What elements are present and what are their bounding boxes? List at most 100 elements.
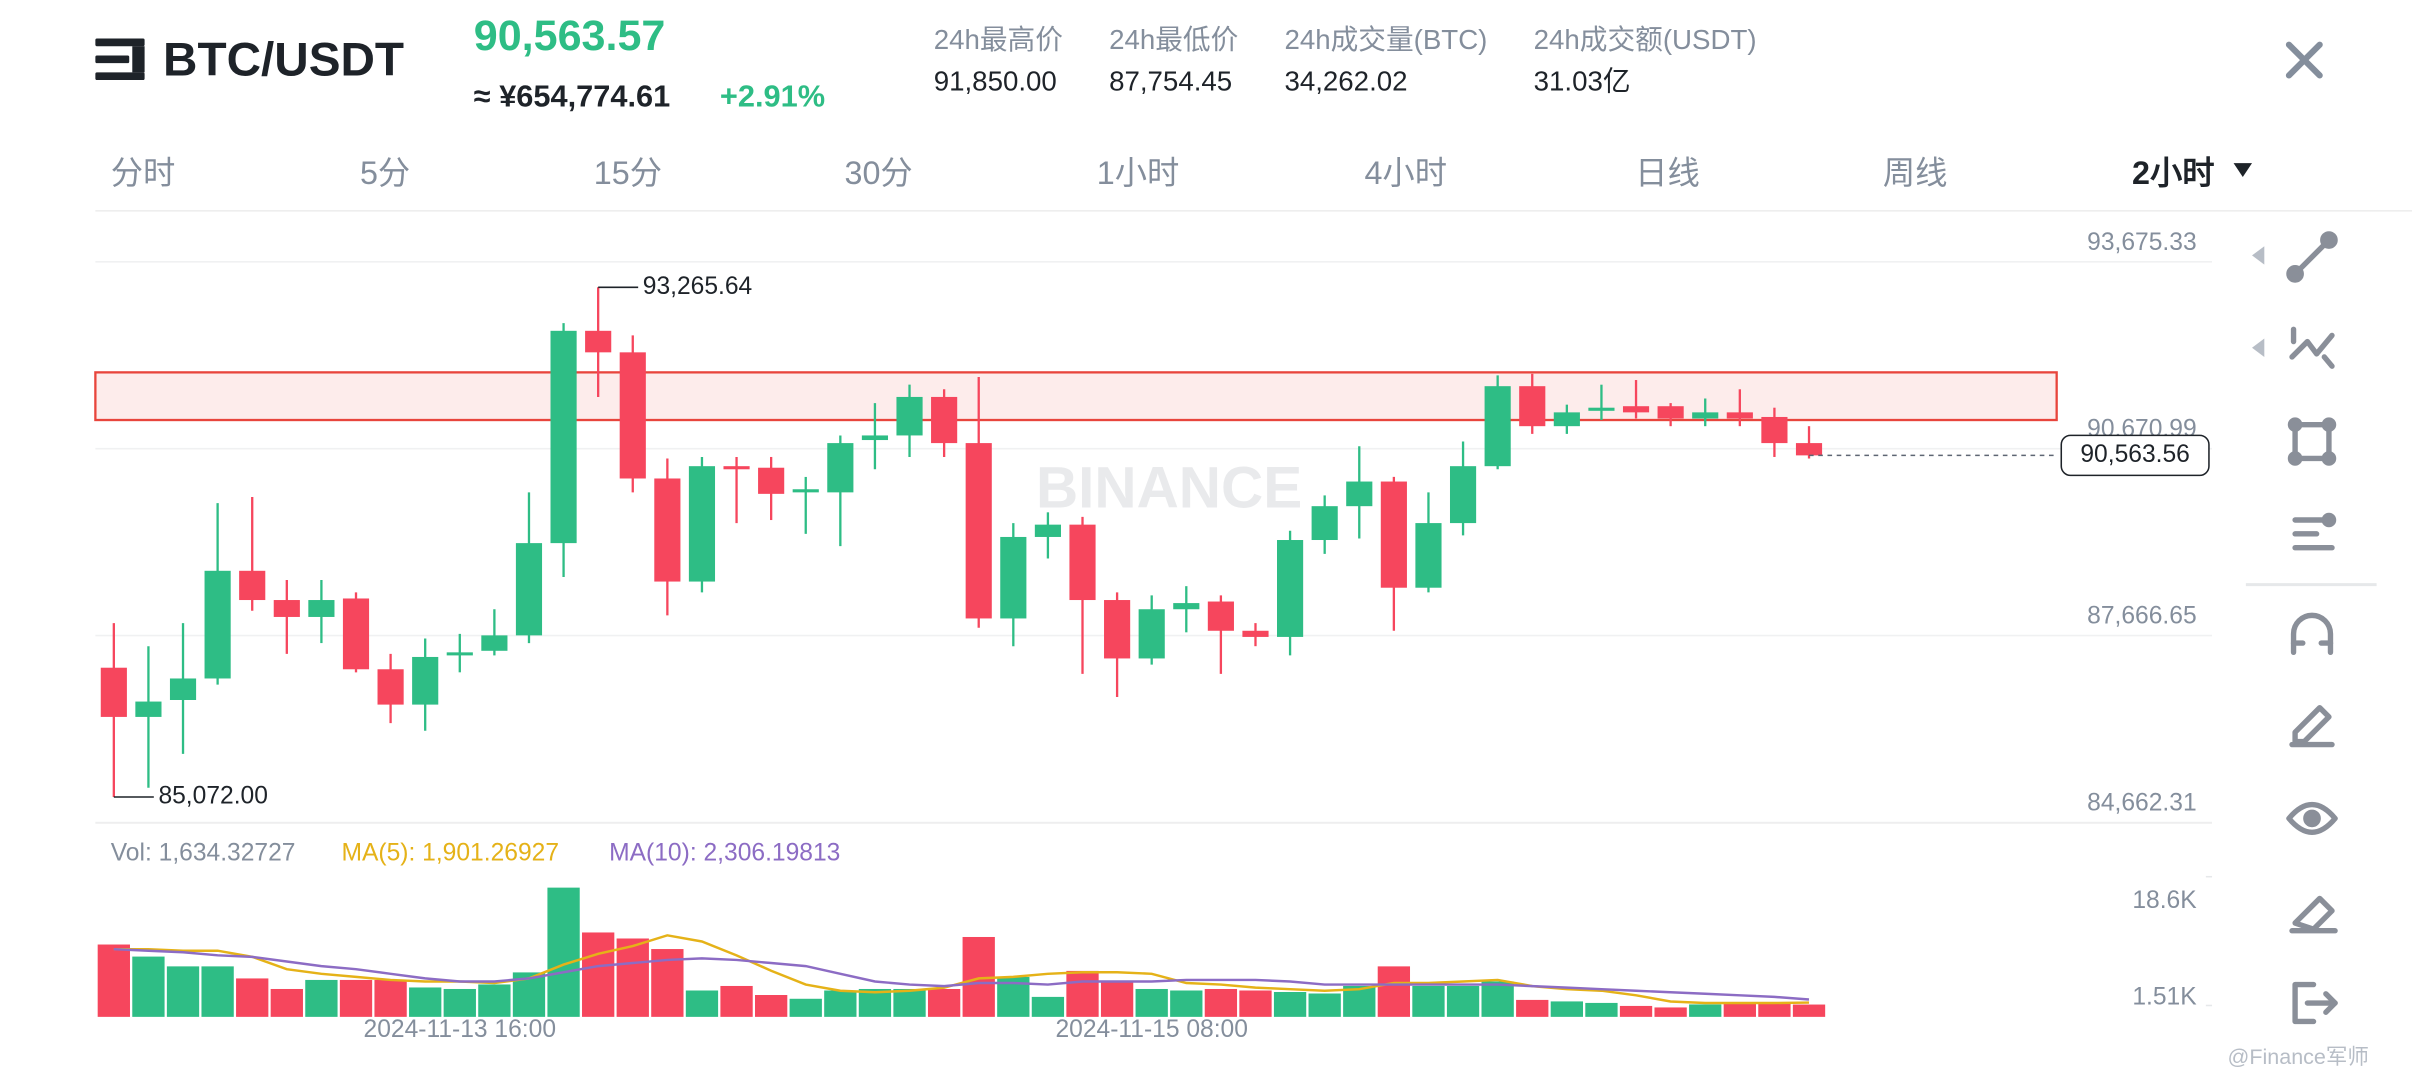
volume-bar bbox=[1792, 1004, 1826, 1017]
y-tick-label: 1.51K bbox=[2132, 983, 2197, 1010]
volume-bar bbox=[1412, 985, 1445, 1017]
candle-body bbox=[619, 352, 646, 479]
magnet-tool[interactable] bbox=[2290, 612, 2334, 655]
volume-bar bbox=[685, 990, 719, 1017]
visibility-tool[interactable] bbox=[2286, 801, 2338, 835]
candle-body bbox=[1277, 540, 1304, 637]
line-tool[interactable] bbox=[2286, 231, 2338, 283]
volume-bar bbox=[1516, 999, 1549, 1017]
expand-arrow[interactable] bbox=[2252, 246, 2265, 265]
tab[interactable]: 4小时 bbox=[1364, 155, 1447, 191]
candle-body bbox=[308, 600, 335, 617]
candle-body bbox=[1346, 481, 1373, 507]
candle-body bbox=[204, 570, 231, 679]
tabs: 分时 5分 15分 30分 1小时 4小时 日线 周线 bbox=[111, 155, 1948, 191]
candle-body bbox=[273, 600, 300, 617]
text-tool[interactable] bbox=[2292, 512, 2337, 551]
volume-bar bbox=[1481, 981, 1514, 1017]
volume-bar bbox=[1619, 1005, 1653, 1017]
volume-bar bbox=[443, 988, 476, 1017]
candle-body bbox=[1449, 466, 1477, 524]
candle-body bbox=[861, 435, 889, 441]
candle-body bbox=[1519, 386, 1546, 427]
stat-label: 24h成交额(USDT) bbox=[1534, 24, 1757, 55]
volume-bar bbox=[1654, 1007, 1687, 1017]
price-cny: ≈ ¥654,774.61 bbox=[474, 79, 670, 114]
candle-body bbox=[1380, 481, 1407, 588]
volume-bar bbox=[1135, 988, 1168, 1017]
candle-body bbox=[412, 656, 439, 705]
candle-body bbox=[827, 443, 854, 493]
stat-label: 24h最低价 bbox=[1109, 24, 1238, 55]
menu-icon[interactable] bbox=[95, 38, 145, 81]
volume-bar bbox=[201, 966, 234, 1017]
toolbar bbox=[2245, 231, 2377, 1025]
volume-bar bbox=[754, 995, 788, 1017]
volume-bar bbox=[478, 984, 511, 1017]
stat-value: 34,262.02 bbox=[1284, 65, 1407, 96]
candle-body bbox=[585, 330, 612, 353]
candle-body bbox=[515, 543, 543, 636]
tab[interactable]: 5分 bbox=[360, 155, 410, 191]
volume-bar bbox=[270, 988, 303, 1017]
eraser-tool[interactable] bbox=[2289, 895, 2338, 934]
chart: 93,675.3390,670.9987,666.6584,662.3193,2… bbox=[94, 229, 2213, 1043]
candle-body bbox=[1034, 524, 1061, 537]
volume-bar bbox=[789, 998, 822, 1017]
volume-bar bbox=[166, 966, 200, 1017]
fib-tool[interactable] bbox=[2289, 326, 2335, 369]
pen-tool[interactable] bbox=[2289, 704, 2335, 748]
annotation-label: 85,072.00 bbox=[158, 782, 267, 809]
close-button[interactable] bbox=[2285, 41, 2323, 79]
volume-bar bbox=[547, 887, 580, 1017]
tab[interactable]: 日线 bbox=[1635, 155, 1700, 191]
candle-body bbox=[1173, 603, 1200, 610]
candle-body bbox=[1138, 609, 1165, 659]
candle-body bbox=[1622, 406, 1650, 413]
volume-bar bbox=[1308, 993, 1341, 1017]
active-tab[interactable]: 2小时 bbox=[2132, 155, 2215, 191]
volume-bar bbox=[1031, 996, 1065, 1017]
candle-body bbox=[1588, 407, 1615, 411]
legend-entry: MA(5): 1,901.26927 bbox=[341, 839, 559, 866]
expand-arrow[interactable] bbox=[2252, 338, 2265, 357]
candle-body bbox=[758, 467, 785, 494]
volume-bar bbox=[1377, 966, 1411, 1017]
y-tick-label: 18.6K bbox=[2132, 887, 2197, 914]
ma-line bbox=[113, 947, 1810, 1001]
tab[interactable]: 30分 bbox=[845, 155, 913, 191]
exit-tool[interactable] bbox=[2292, 981, 2338, 1025]
candle-body bbox=[100, 667, 127, 717]
pair[interactable]: BTC/USDT bbox=[163, 34, 404, 87]
y-tick-label: 93,675.33 bbox=[2087, 229, 2196, 256]
candle-body bbox=[1069, 524, 1096, 601]
last-price-box bbox=[2060, 434, 2210, 477]
volume-bar bbox=[305, 979, 338, 1017]
volume-bar bbox=[374, 979, 407, 1017]
tab[interactable]: 周线 bbox=[1883, 155, 1948, 191]
candle-body bbox=[550, 330, 577, 544]
candle-body bbox=[931, 396, 958, 444]
volume-bar bbox=[824, 990, 857, 1017]
tab[interactable]: 15分 bbox=[594, 155, 662, 191]
volume-bar bbox=[236, 978, 269, 1017]
candle-body bbox=[1657, 406, 1684, 419]
price-change: +2.91% bbox=[720, 79, 825, 114]
shape-tool[interactable] bbox=[2287, 417, 2337, 466]
legend-entry: MA(10): 2,306.19813 bbox=[609, 839, 840, 866]
candle-body bbox=[342, 598, 370, 670]
tab[interactable]: 1小时 bbox=[1097, 155, 1180, 191]
candle-body bbox=[1311, 506, 1338, 541]
dropdown-arrow[interactable] bbox=[2233, 163, 2253, 177]
x-tick-label: 2024-11-15 08:00 bbox=[1055, 1016, 1247, 1043]
volume-bar bbox=[893, 988, 926, 1017]
candle-body bbox=[446, 652, 473, 656]
candle-body bbox=[723, 466, 750, 470]
annotation-label: 93,265.64 bbox=[643, 273, 752, 300]
tab[interactable]: 分时 bbox=[111, 155, 176, 191]
last-price-label: 90,563.56 bbox=[2080, 441, 2189, 468]
candle-body bbox=[481, 635, 508, 651]
volume-bar bbox=[1758, 1002, 1791, 1017]
candle-body bbox=[1484, 386, 1511, 467]
y-tick-label: 84,662.31 bbox=[2087, 790, 2196, 817]
